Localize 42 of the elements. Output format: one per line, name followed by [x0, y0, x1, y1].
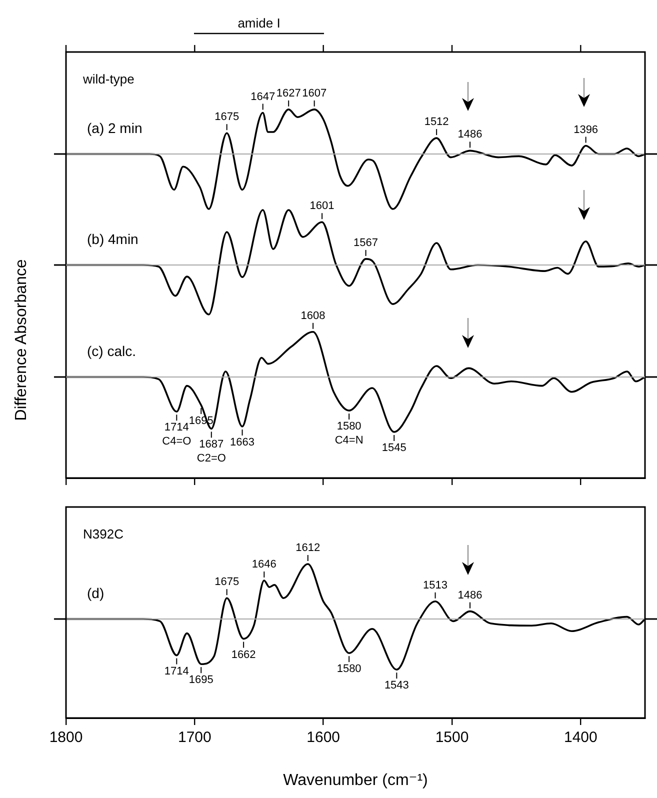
chart-title: N392C — [83, 526, 124, 542]
annotation: 1646 — [252, 558, 276, 571]
annotation: 1608 — [300, 310, 326, 322]
annotation: 1512 — [424, 116, 449, 128]
x-tick-label: 1700 — [178, 729, 212, 746]
y-axis-title: Difference Absorbance — [13, 259, 31, 421]
annotation: C4=O — [162, 436, 192, 448]
annotation: 1675 — [214, 576, 240, 588]
x-tick-label: 1500 — [435, 729, 469, 746]
annotation: 1627 — [276, 87, 301, 100]
x-tick-label: 1600 — [306, 729, 340, 746]
annotation: 1486 — [458, 128, 482, 141]
annotation: 1675 — [214, 111, 240, 124]
x-tick-label: 1800 — [49, 729, 83, 746]
annotation: C2=O — [196, 452, 226, 465]
annotation: 1513 — [423, 579, 448, 592]
annotation: 1543 — [384, 680, 409, 692]
chart-title: wild-type — [82, 72, 134, 87]
annotation: 1662 — [231, 648, 256, 661]
series-label: (c) calc. — [87, 342, 136, 359]
x-tick-label: 1400 — [564, 729, 598, 746]
text: amide I — [238, 16, 280, 31]
annotation: 1714 — [164, 422, 189, 434]
annotation: 1714 — [164, 665, 189, 678]
annotation: 1647 — [250, 90, 276, 103]
annotation: 1580 — [336, 420, 362, 433]
x-axis-title: Wavenumber (cm⁻¹) — [283, 772, 428, 789]
annotation: 1486 — [458, 589, 482, 602]
annotation: 1687 — [199, 438, 224, 451]
annotation: 1580 — [336, 663, 362, 676]
annotation: 1695 — [188, 674, 214, 686]
series-label: (b) 4min — [87, 230, 138, 247]
annotation: 1567 — [354, 236, 378, 249]
annotation: 1607 — [302, 87, 327, 100]
annotation: 1612 — [296, 542, 320, 554]
annotation: 1601 — [310, 200, 334, 212]
annotation: 1396 — [574, 124, 598, 136]
annotation: C4=N — [334, 434, 364, 447]
series-label: (a) 2 min — [87, 120, 142, 136]
annotation: 1545 — [382, 442, 406, 454]
annotation: 1663 — [230, 436, 255, 449]
series-label: (d) — [87, 584, 104, 601]
